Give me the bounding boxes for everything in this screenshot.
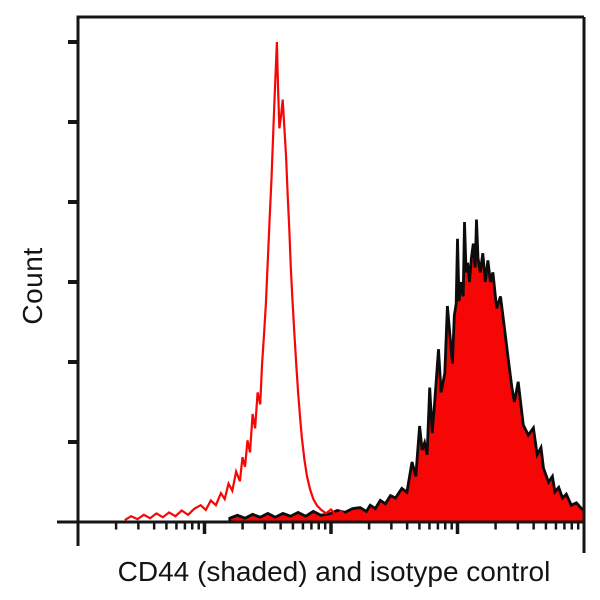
- y-axis-label: Count: [17, 247, 48, 325]
- isotype-control-histogram: [124, 41, 371, 522]
- cd44-shaded-histogram: [228, 219, 586, 524]
- x-axis-label: CD44 (shaded) and isotype control: [117, 556, 551, 587]
